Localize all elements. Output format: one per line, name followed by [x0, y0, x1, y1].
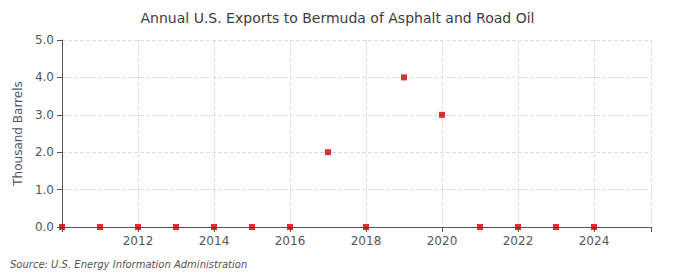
svg-text:Thousand Barrels: Thousand Barrels — [11, 81, 25, 186]
svg-text:2020: 2020 — [427, 234, 458, 248]
svg-text:2012: 2012 — [123, 234, 154, 248]
svg-text:2016: 2016 — [275, 234, 306, 248]
svg-text:2024: 2024 — [579, 234, 610, 248]
svg-text:2018: 2018 — [351, 234, 382, 248]
svg-text:1.0: 1.0 — [35, 183, 54, 197]
svg-text:2014: 2014 — [199, 234, 230, 248]
svg-text:Source: U.S. Energy Informatio: Source: U.S. Energy Information Administ… — [10, 259, 247, 270]
svg-text:3.0: 3.0 — [35, 108, 54, 122]
svg-text:0.0: 0.0 — [35, 220, 54, 234]
svg-text:4.0: 4.0 — [35, 70, 54, 84]
svg-text:5.0: 5.0 — [35, 33, 54, 47]
svg-text:Annual U.S. Exports to Bermuda: Annual U.S. Exports to Bermuda of Asphal… — [141, 10, 535, 26]
svg-text:2022: 2022 — [503, 234, 534, 248]
svg-text:2.0: 2.0 — [35, 145, 54, 159]
